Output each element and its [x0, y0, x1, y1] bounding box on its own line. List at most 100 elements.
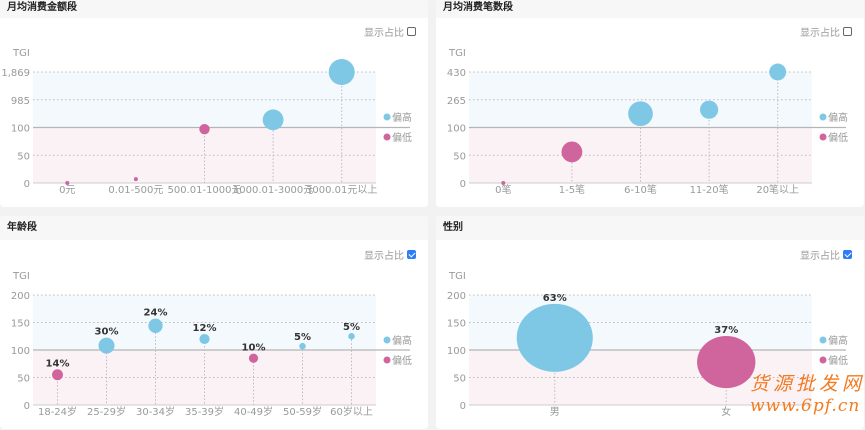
share-label: 5% — [294, 332, 311, 343]
share-label: 30% — [95, 327, 119, 338]
panel-monthly-count: 月均消费笔数段 显示占比 TGI 0 50 100 265 430 0笔 1-5笔 6-10笔 1… — [436, 0, 864, 207]
x-tick-label: 18-24岁 — [38, 405, 77, 418]
panel-monthly-amount: 月均消费金额段 显示占比 TGI 0 50 100 985 1,869 0元 0.01-500… — [0, 0, 428, 207]
legend-low-dot — [383, 133, 391, 141]
chart-age: TGI 0 50 100 150 200 14% 18-24岁 30% 25-29岁 24% 30-3… — [11, 271, 412, 418]
x-tick-label: 25-29岁 — [87, 405, 126, 418]
chart-monthly-amount: TGI 0 50 100 985 1,869 0元 0.01-500元 500.01-1000元… — [1, 48, 412, 196]
y-tick-label: 0 — [24, 401, 30, 412]
y-tick-label: 150 — [11, 319, 30, 330]
x-tick-label: 60岁以上 — [330, 405, 373, 418]
y-axis-title: TGI — [448, 271, 466, 282]
x-tick-label: 35-39岁 — [185, 405, 224, 418]
show-share-checkbox[interactable] — [407, 27, 416, 36]
share-label: 14% — [46, 358, 70, 369]
panel-title: 性别 — [436, 216, 864, 240]
y-tick-label: 50 — [453, 374, 466, 385]
data-bubble — [348, 332, 355, 340]
y-tick-label: 265 — [447, 96, 466, 107]
panel-title: 月均消费笔数段 — [436, 0, 864, 18]
x-tick-label: 20笔以上 — [756, 183, 799, 196]
data-bubble — [700, 100, 719, 119]
show-share-toggle[interactable]: 显示占比 — [364, 24, 416, 39]
legend-high-label: 偏高 — [392, 111, 412, 124]
share-label: 24% — [144, 308, 168, 319]
legend-low-label: 偏低 — [828, 131, 848, 144]
data-bubble — [561, 141, 583, 163]
x-tick-label: 0元 — [59, 185, 75, 196]
y-tick-label: 100 — [11, 124, 30, 135]
panel-age: 年龄段 显示占比 TGI 0 50 100 150 200 14% 18-24岁 30% 25-2… — [0, 216, 428, 429]
watermark-line2: www.6pf.cn — [750, 396, 861, 416]
data-bubble — [628, 101, 653, 127]
data-bubble — [769, 63, 787, 81]
y-tick-label: 430 — [447, 68, 466, 79]
y-tick-label: 0 — [24, 179, 30, 190]
data-bubble — [199, 123, 210, 135]
share-label: 10% — [242, 343, 266, 354]
x-tick-label: 11-20笔 — [690, 183, 729, 196]
share-label: 12% — [193, 323, 217, 334]
y-tick-label: 0 — [460, 179, 466, 190]
legend-low-label: 偏低 — [828, 354, 848, 367]
show-share-toggle[interactable]: 显示占比 — [364, 247, 416, 262]
toggle-label: 显示占比 — [800, 28, 840, 39]
x-tick-label: 1-5笔 — [559, 183, 585, 196]
y-tick-label: 50 — [453, 151, 466, 162]
toggle-label: 显示占比 — [800, 251, 840, 262]
watermark-line1: 货源批发网 — [750, 373, 865, 395]
y-axis-title: TGI — [448, 48, 466, 59]
data-bubble — [262, 109, 284, 131]
legend-high-label: 偏高 — [828, 111, 848, 124]
share-label: 63% — [543, 293, 567, 304]
legend-high-dot — [383, 336, 391, 344]
x-tick-label: 0.01-500元 — [108, 185, 163, 196]
y-tick-label: 985 — [11, 96, 30, 107]
legend-low-label: 偏低 — [392, 131, 412, 144]
data-bubble — [697, 336, 756, 389]
data-bubble — [516, 303, 593, 372]
x-tick-label: 女 — [721, 405, 731, 418]
high-region — [33, 72, 376, 128]
panel-gender: 性别 显示占比 TGI 0 50 100 150 200 63% 男 37% 女 偏高偏低 — [436, 216, 864, 429]
data-bubble — [148, 318, 163, 333]
data-bubble — [52, 369, 63, 381]
show-share-toggle[interactable]: 显示占比 — [800, 247, 852, 262]
share-label: 37% — [714, 325, 738, 336]
x-tick-label: 30-34岁 — [136, 405, 175, 418]
legend-low-dot — [819, 356, 827, 364]
y-tick-label: 100 — [11, 346, 30, 357]
panel-title: 年龄段 — [0, 216, 428, 240]
x-tick-label: 3000.01元以上 — [306, 184, 377, 196]
x-tick-label: 6-10笔 — [624, 183, 657, 196]
show-share-checkbox[interactable] — [843, 27, 852, 36]
y-tick-label: 200 — [447, 291, 466, 302]
x-tick-label: 1000.01-3000元 — [233, 185, 313, 196]
data-bubble — [199, 333, 210, 345]
data-bubble — [501, 181, 506, 185]
legend-high-label: 偏高 — [828, 334, 848, 347]
x-tick-label: 500.01-1000元 — [167, 185, 241, 196]
legend-low-label: 偏低 — [392, 354, 412, 367]
y-tick-label: 0 — [460, 401, 466, 412]
y-tick-label: 150 — [447, 319, 466, 330]
y-tick-label: 100 — [447, 346, 466, 357]
y-tick-label: 100 — [447, 124, 466, 135]
legend-low-dot — [819, 133, 827, 141]
show-share-checkbox[interactable] — [407, 250, 416, 259]
watermark: 货源批发网 www.6pf.cn — [750, 373, 865, 417]
data-bubble — [65, 181, 70, 185]
data-bubble — [328, 59, 355, 85]
data-bubble — [98, 337, 115, 354]
data-bubble — [299, 342, 306, 350]
legend-high-dot — [383, 113, 391, 121]
legend-high-dot — [819, 113, 827, 121]
toggle-label: 显示占比 — [364, 28, 404, 39]
x-tick-label: 男 — [550, 406, 560, 418]
x-tick-label: 50-59岁 — [283, 405, 322, 418]
show-share-toggle[interactable]: 显示占比 — [800, 24, 852, 39]
x-tick-label: 0笔 — [495, 183, 511, 196]
show-share-checkbox[interactable] — [843, 250, 852, 259]
legend-high-label: 偏高 — [392, 334, 412, 347]
